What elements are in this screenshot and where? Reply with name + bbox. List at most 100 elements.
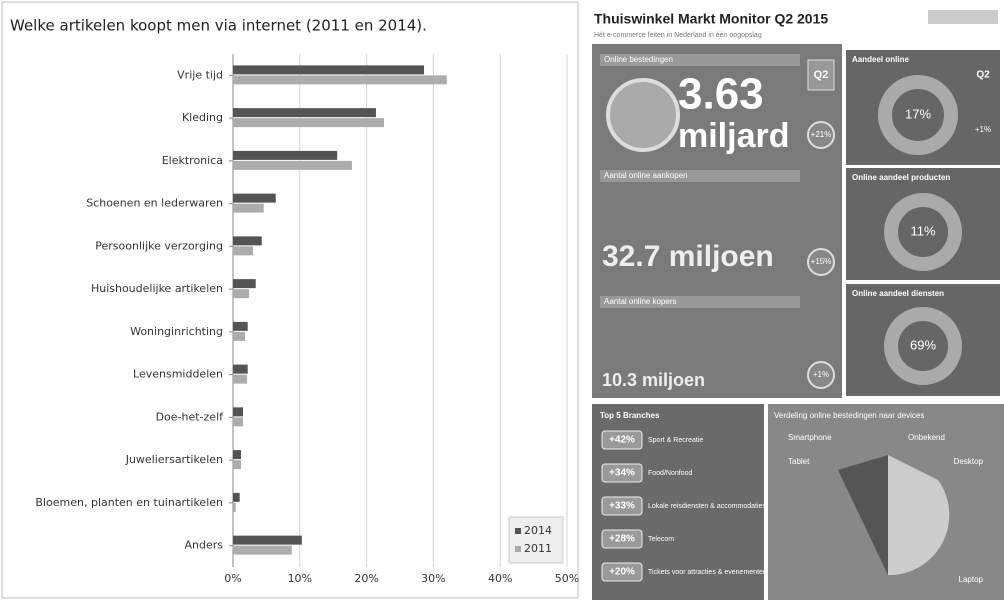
x-tick-label: 40% [488, 572, 512, 585]
x-tick-label: 30% [421, 572, 445, 585]
branch-name: Telecom [648, 536, 674, 543]
donut [884, 193, 962, 271]
label: Top 5 Branches [600, 411, 660, 420]
branch-list: +42% Sport & Recreatie +34% Food/Nonfood +33… [601, 430, 767, 582]
info-subtitle: Hét e-commerce feiten in Nederland in éé… [594, 32, 762, 39]
donut-value: 17% [905, 106, 931, 121]
y-tick-label: Huishoudelijke artikelen [91, 282, 223, 295]
bar [233, 460, 242, 470]
legend-label: 2011 [524, 542, 552, 555]
donut-value: 69% [910, 337, 936, 352]
big-number: 10.3 miljoen [602, 370, 705, 390]
device-label: Onbekend [908, 433, 945, 442]
bar [233, 118, 384, 128]
big-number: 32.7 miljoen [602, 240, 774, 273]
label-bg [600, 170, 800, 182]
x-tick-label: 0% [224, 572, 241, 585]
bar [233, 374, 248, 384]
y-tick-label: Kleding [182, 111, 223, 124]
branch-badge [601, 562, 643, 582]
bar [233, 289, 250, 299]
bar [233, 150, 338, 160]
branch-name: Sport & Recreatie [648, 437, 703, 444]
y-tick-label: Levensmiddelen [133, 368, 223, 381]
device-label: Smartphone [788, 433, 832, 442]
y-tick-label: Schoenen en lederwaren [86, 197, 223, 210]
y-tick-label: Vrije tijd [177, 68, 223, 81]
bar [233, 65, 425, 75]
badge [807, 59, 835, 91]
device-label: Tablet [788, 457, 810, 466]
branch-growth: +20% [609, 567, 635, 578]
branch-name: Tickets voor attracties & evenementen [648, 569, 767, 576]
growth-circle [807, 121, 835, 149]
growth: +21% [811, 130, 832, 139]
y-tick-label: Elektronica [162, 154, 223, 167]
y-tick-label: Doe-het-zelf [156, 410, 225, 423]
bar [233, 331, 246, 341]
bar [233, 108, 376, 118]
bar [233, 246, 254, 256]
device-label: Desktop [954, 457, 984, 466]
y-tick-label: Bloemen, planten en tuinartikelen [35, 496, 223, 509]
badge-text: Q2 [814, 69, 829, 81]
bar [233, 364, 248, 374]
branch-badge [601, 529, 643, 549]
growth: +1% [813, 370, 829, 379]
y-tick-label: Anders [185, 539, 224, 552]
y-tick-label: Juweliersartikelen [125, 453, 223, 466]
device-pie [838, 455, 888, 575]
bar [233, 75, 447, 85]
chart: Welke artikelen koopt men via internet (… [1, 1, 579, 599]
bar [233, 492, 240, 502]
label: Online aandeel diensten [852, 289, 944, 298]
label: Verdeling online bestedingen naar device… [774, 411, 924, 420]
branch-name: Lokale reisdiensten & accommodaties [648, 503, 766, 510]
chart-frame [1, 1, 579, 599]
legend-swatch [515, 546, 521, 552]
bar [233, 203, 264, 213]
label: Online aandeel producten [852, 173, 950, 182]
branch-badge [601, 463, 643, 483]
x-tick-label: 50% [555, 572, 579, 585]
bar [233, 193, 276, 203]
donut-value: 11% [910, 223, 935, 238]
chart-title: Welke artikelen koopt men via internet (… [10, 17, 427, 35]
branch-badge [601, 430, 643, 450]
branch-growth: +33% [609, 501, 635, 512]
label: Aandeel online [852, 55, 909, 64]
badge-text: Q2 [976, 70, 990, 81]
branch-growth: +28% [609, 534, 635, 545]
bar [233, 279, 256, 289]
y-tick-label: Persoonlijke verzorging [95, 239, 223, 252]
bar [233, 502, 236, 512]
device-pie [888, 455, 950, 576]
label-bg [600, 296, 800, 308]
growth: +15% [811, 257, 832, 266]
device-labels: Smartphone Onbekend Tablet Desktop Laptop [788, 433, 984, 584]
growth-circle [807, 248, 835, 276]
legend-box [508, 516, 564, 564]
label: Aantal online aankopen [604, 171, 688, 180]
bar [233, 450, 242, 460]
y-tick-label: Woninginrichting [130, 325, 223, 338]
bar [233, 236, 262, 246]
label: Online bestedingen [604, 55, 673, 64]
device-label: Laptop [959, 575, 984, 584]
label: Aantal online kopers [604, 297, 677, 306]
legend-label: 2014 [524, 524, 552, 537]
bar [233, 407, 244, 417]
bar [233, 535, 302, 545]
branch-growth: +42% [609, 435, 635, 446]
bar [233, 545, 292, 555]
donut [884, 307, 962, 385]
big-number: 3.63 [678, 70, 764, 119]
info-title: Thuiswinkel Markt Monitor Q2 2015 [594, 11, 828, 27]
bar [233, 160, 352, 170]
legend-swatch [515, 528, 521, 534]
growth: +1% [975, 125, 991, 134]
branch-growth: +34% [609, 468, 635, 479]
growth-circle [807, 361, 835, 389]
bar [233, 321, 248, 331]
